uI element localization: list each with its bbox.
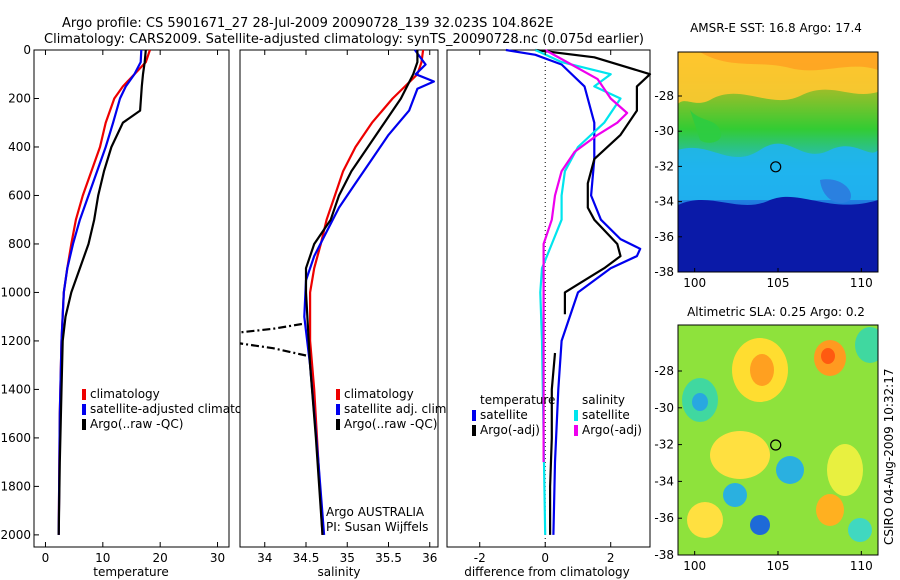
salinity-legend-swatch-1 [336,404,340,415]
temperature-series-2 [57,49,147,535]
sst-map-panel: AMSR-E SST: 16.8 Argo: 17.4 100 105 110 -28… [654,21,879,290]
sla-map-argo-marker [770,439,782,451]
temperature-ytick-label-6: 1200 [0,334,31,348]
sst-map-ytick-label-0: -28 [654,89,674,103]
salinity-series-1 [303,49,435,535]
salinity-xtick-label-0: 34 [257,551,272,565]
difference-series-2 [548,352,557,535]
sla-map-ytick-label-5: -38 [654,548,674,562]
temperature-xtick-label-3: 30 [210,551,225,565]
sst-map-ytick-label-4: -36 [654,230,674,244]
sst-map-xtick-label-0: 100 [683,276,706,290]
salinity-legend-label-1: satellite adj. clim. [344,402,450,416]
sla-map-xtick-label-1: 105 [767,559,790,573]
temperature-ytick-label-5: 1000 [0,285,31,299]
salinity-legend-swatch-2 [336,419,340,430]
temperature-series-1 [57,49,143,535]
temperature-ytick-label-8: 1600 [0,431,31,445]
temperature-xtick-label-2: 20 [153,551,168,565]
difference-legend-label-1-0: satellite [582,408,630,422]
salinity-xtick-label-1: 34.5 [293,551,320,565]
temperature-legend-label-1: satellite-adjusted climatolog [90,402,260,416]
sst-map-ytick-label-3: -34 [654,195,674,209]
salinity-series-2 [304,50,419,535]
difference-xtick-label-2: 2 [607,551,615,565]
temperature-panel: 0 10 20 30 0 200 400 600 800 1000 1200 1400 1600 1800… [0,43,260,579]
difference-legend-label-0-0: satellite [480,408,528,422]
temperature-ytick-label-1: 200 [8,91,31,105]
sla-map-ytick-label-1: -30 [654,401,674,415]
difference-legend-label-0-1: Argo(-adj) [480,423,540,437]
salinity-axes [239,49,439,548]
temperature-legend-swatch-2 [82,419,86,430]
difference-legend-swatch-1-1 [574,425,578,436]
salinity-xtick-label-3: 35.5 [375,551,402,565]
difference-legend-label-1-1: Argo(-adj) [582,423,642,437]
temperature-ytick-label-0: 0 [23,43,31,57]
salinity-series-3 [239,322,303,334]
sla-map-panel: Altimetric SLA: 0.25 Argo: 0.2 100 105 110… [654,305,879,573]
difference-series-3 [534,49,622,535]
header-line1: Argo profile: CS 5901671_27 28-Jul-2009 … [62,16,553,31]
temperature-ytick-label-3: 600 [8,188,31,202]
difference-legend-swatch-0-0 [472,410,476,421]
difference-xtick-label-1: 0 [541,551,549,565]
sst-map-field [678,52,878,272]
difference-series-4 [542,49,629,463]
temperature-legend-label-2: Argo(..raw -QC) [90,417,183,431]
sst-map-xtick-label-1: 105 [767,276,790,290]
temperature-ytick-label-9: 1800 [0,479,31,493]
salinity-panel: 34 34.5 35 35.5 36 salinity climatologysatel… [239,49,450,579]
sst-map-argo-marker [770,161,782,173]
sst-map-ytick-label-1: -30 [654,124,674,138]
temperature-xlabel: temperature [93,565,168,579]
difference-legend-title-1: salinity [582,393,625,407]
salinity-legend-label-0: climatology [344,387,414,401]
difference-legend-swatch-1-0 [574,410,578,421]
temperature-legend-swatch-0 [82,389,86,400]
salinity-legend-swatch-0 [336,389,340,400]
temperature-ytick-label-7: 1400 [0,382,31,396]
side-label: CSIRO 04-Aug-2009 10:32:17 [882,369,896,545]
temperature-xtick-label-0: 0 [42,551,50,565]
temperature-legend-swatch-1 [82,404,86,415]
difference-series-1 [535,48,652,315]
sla-map-xtick-label-2: 110 [850,559,873,573]
sla-map-ytick-label-3: -34 [654,474,674,488]
sst-map-ytick-label-2: -32 [654,159,674,173]
temperature-ytick-label-4: 800 [8,237,31,251]
sla-map-xtick-label-0: 100 [683,559,706,573]
salinity-xlabel: salinity [317,565,360,579]
temperature-ytick-label-2: 400 [8,140,31,154]
sla-map-ytick-label-2: -32 [654,438,674,452]
difference-legend-swatch-0-1 [472,425,476,436]
temperature-xtick-label-1: 10 [95,551,110,565]
difference-legend-title-0: temperature [480,393,555,407]
sla-map-title: Altimetric SLA: 0.25 Argo: 0.2 [687,305,865,319]
header-line2: Climatology: CARS2009. Satellite-adjuste… [44,32,644,47]
salinity-annotation-line2: PI: Susan Wijffels [326,520,428,534]
difference-series-0 [505,48,642,535]
sla-map-field [678,325,878,555]
temperature-legend-label-0: climatology [90,387,160,401]
salinity-series-4 [239,342,307,357]
temperature-ytick-label-10: 2000 [0,528,31,542]
difference-xlabel: difference from climatology [464,565,630,579]
difference-xtick-label-0: -2 [474,551,486,565]
sst-map-ytick-label-5: -38 [654,265,674,279]
difference-axes [446,49,651,548]
temperature-axes [33,49,230,548]
salinity-legend-label-2: Argo(..raw -QC) [344,417,437,431]
salinity-xtick-label-2: 35 [340,551,355,565]
salinity-annotation-line1: Argo AUSTRALIA [326,505,425,519]
sla-map-ytick-label-0: -28 [654,364,674,378]
difference-panel: -2 0 2 difference from climatology tempera… [446,48,652,579]
sst-map-title: AMSR-E SST: 16.8 Argo: 17.4 [690,21,862,35]
salinity-xtick-label-4: 36 [422,551,437,565]
sla-map-ytick-label-4: -36 [654,511,674,525]
sst-map-xtick-label-2: 110 [850,276,873,290]
